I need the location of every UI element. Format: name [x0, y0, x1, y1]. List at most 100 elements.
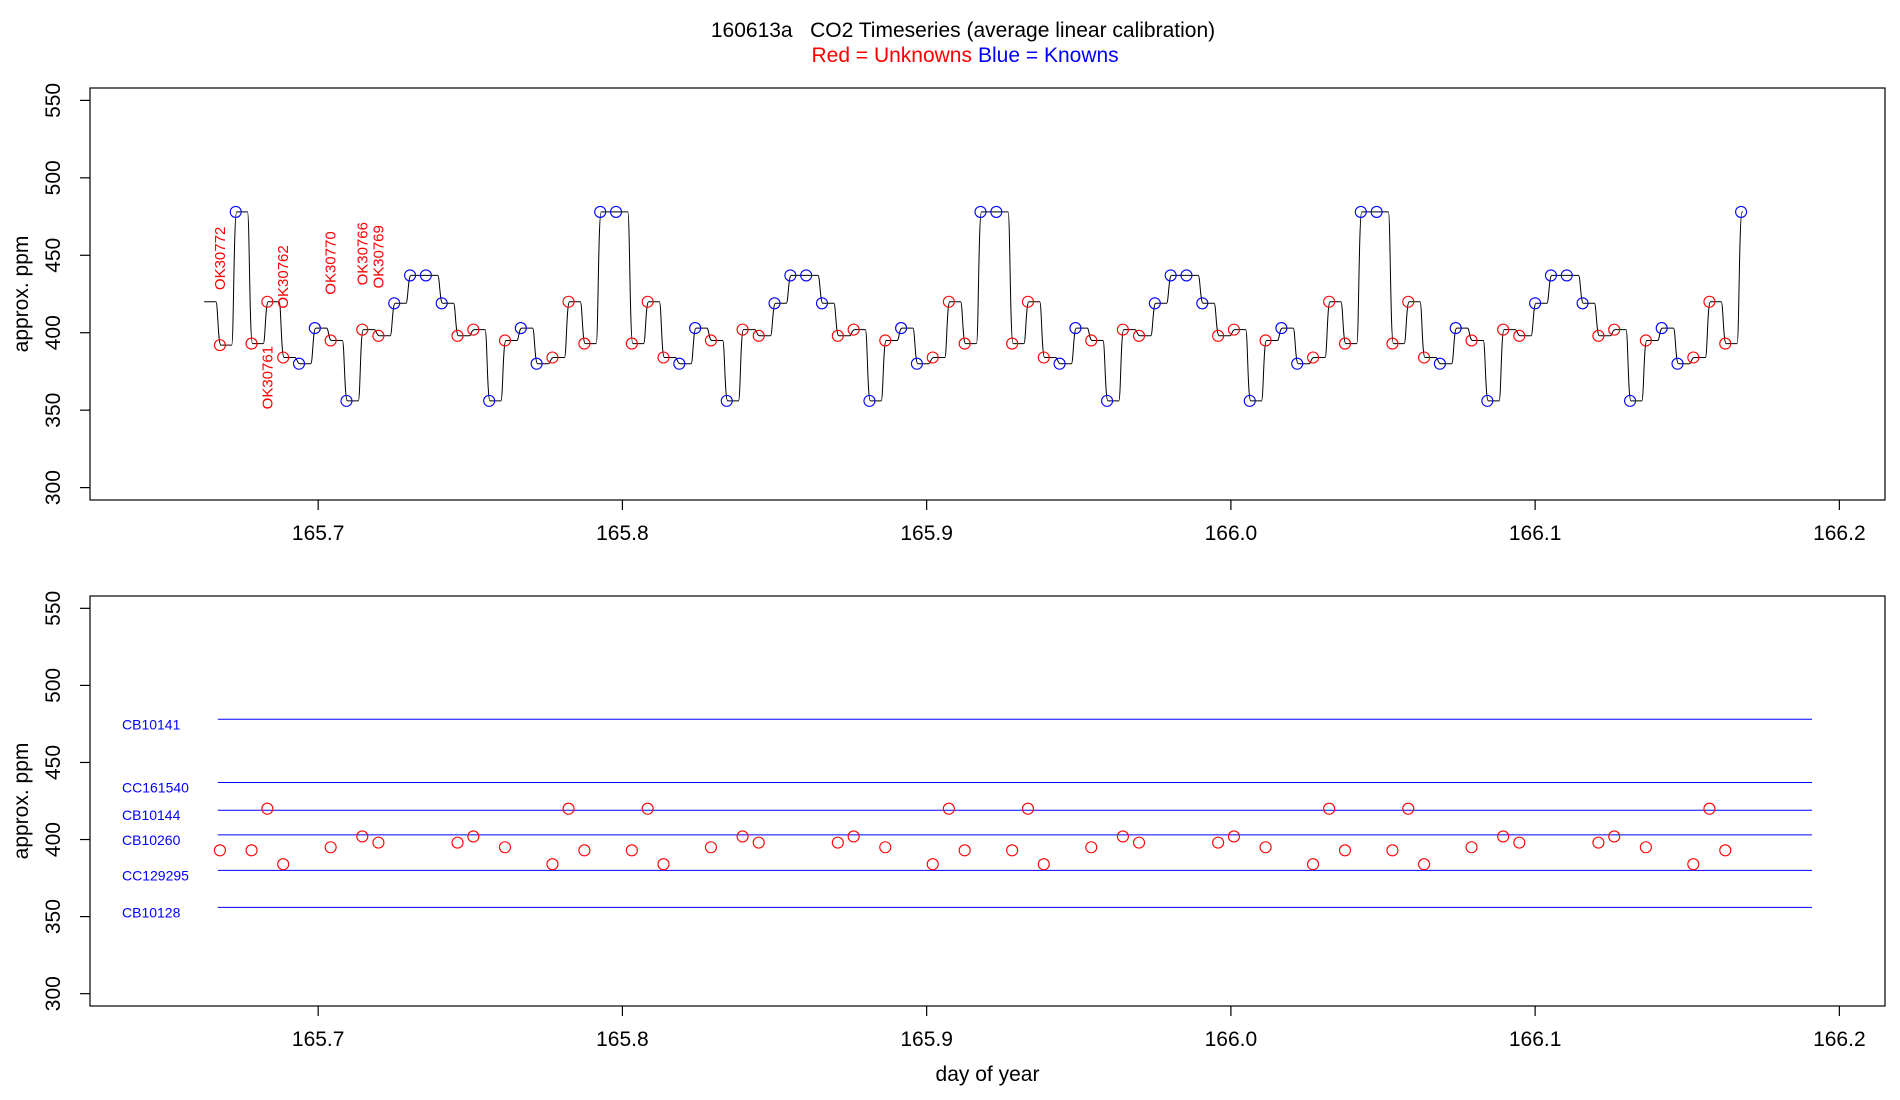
x-tick-label: 166.1: [1509, 1028, 1562, 1051]
plot-frame: [89, 595, 1886, 1007]
known-point: [784, 269, 797, 282]
unknown-point: [1132, 329, 1146, 342]
known-point: [720, 394, 733, 407]
unknown-point: [372, 836, 385, 849]
unknown-point: [1513, 836, 1526, 849]
y-tick-label: 350: [42, 899, 65, 934]
known-point: [895, 322, 908, 335]
known-point: [1544, 269, 1557, 282]
unknown-point: [1719, 844, 1732, 857]
unknown-point: [356, 323, 369, 336]
unknown-point: [1592, 836, 1605, 849]
unknown-point: [1212, 836, 1225, 849]
known-point: [1148, 297, 1161, 310]
unknown-point: [736, 830, 749, 843]
unknown-point: [1085, 334, 1098, 347]
unknown-point: [1418, 858, 1431, 871]
unknown-point: [1021, 295, 1035, 308]
unknown-point: [578, 337, 591, 350]
unknown-point: [1085, 841, 1098, 854]
unknown-point: [831, 329, 844, 342]
unknown-point: [847, 323, 860, 336]
known-point: [815, 297, 829, 310]
unknown-point: [1037, 858, 1050, 871]
y-tick-label: 400: [42, 315, 65, 350]
unknown-point: [958, 337, 971, 350]
known-point: [308, 322, 321, 335]
known-point: [689, 322, 702, 335]
plot-frame: [89, 87, 1886, 501]
known-point: [609, 205, 623, 218]
unknown-point: [546, 858, 559, 871]
unknown-point: [324, 841, 337, 854]
unknown-point: [1338, 844, 1352, 857]
unknown-point: [1227, 323, 1240, 336]
x-tick-label: 166.0: [1205, 1028, 1258, 1051]
sample-id-label: OK30772: [212, 227, 229, 290]
unknown-point: [1513, 329, 1526, 342]
known-point: [1069, 322, 1082, 335]
y-tick-label: 350: [42, 393, 65, 428]
unknown-point: [1259, 841, 1272, 854]
unknown-point: [1323, 295, 1336, 308]
unknown-point: [1212, 329, 1225, 342]
unknown-point: [451, 329, 464, 342]
standard-label: CB10128: [122, 904, 181, 920]
known-point: [1370, 205, 1383, 218]
unknown-point: [562, 802, 575, 815]
unknown-point: [641, 802, 654, 815]
known-point: [990, 205, 1003, 218]
unknown-point: [641, 295, 654, 308]
y-tick-label: 550: [42, 591, 65, 626]
unknown-point: [324, 334, 337, 347]
known-point: [530, 357, 543, 370]
standard-label: CB10144: [122, 807, 181, 823]
unknown-point: [1037, 351, 1050, 364]
unknown-point: [451, 836, 464, 849]
known-point: [594, 205, 607, 218]
top-panel-timeseries: 165.7 165.8 165.9 166.0 166.1 166.2 300 350 400 4…: [10, 83, 1886, 545]
known-point: [388, 297, 401, 310]
chart-title: 160613a CO2 Timeseries (average linear c…: [711, 19, 1215, 42]
unknown-point: [704, 841, 717, 854]
standard-label: CB10141: [122, 716, 181, 732]
known-point: [1275, 322, 1288, 335]
known-point: [292, 357, 306, 370]
unknown-point: [1639, 841, 1652, 854]
known-point: [1433, 357, 1446, 370]
unknown-point: [467, 830, 480, 843]
y-tick-label: 450: [42, 745, 65, 780]
unknown-point: [1703, 295, 1716, 308]
unknown-point: [1323, 802, 1336, 815]
known-point: [1053, 357, 1066, 370]
known-point: [1529, 297, 1542, 310]
sample-id-label: OK30770: [323, 231, 340, 294]
unknown-point: [1021, 802, 1035, 815]
unknown-point: [847, 830, 860, 843]
known-point: [1671, 357, 1684, 370]
y-axis-label: approx. ppm: [10, 743, 33, 860]
unknown-point: [1719, 337, 1732, 350]
y-tick-label: 550: [42, 83, 65, 118]
unknown-point: [926, 351, 939, 364]
y-tick-label: 300: [42, 976, 65, 1011]
unknown-point: [1006, 337, 1019, 350]
unknown-point: [942, 802, 955, 815]
unknown-point: [1402, 295, 1415, 308]
x-tick-label: 165.9: [900, 1028, 953, 1051]
unknown-point: [1386, 337, 1399, 350]
unknown-point: [1465, 841, 1478, 854]
known-point: [1164, 269, 1177, 282]
known-point: [1101, 394, 1114, 407]
known-point: [1481, 394, 1494, 407]
y-tick-label: 450: [42, 238, 65, 273]
known-point: [514, 322, 527, 335]
unknown-point: [831, 836, 844, 849]
unknown-point: [1306, 351, 1320, 364]
unknown-point: [657, 858, 670, 871]
known-point: [768, 297, 781, 310]
known-point: [1655, 322, 1668, 335]
unknown-point: [879, 841, 892, 854]
known-point: [1180, 269, 1193, 282]
unknown-point: [752, 329, 765, 342]
